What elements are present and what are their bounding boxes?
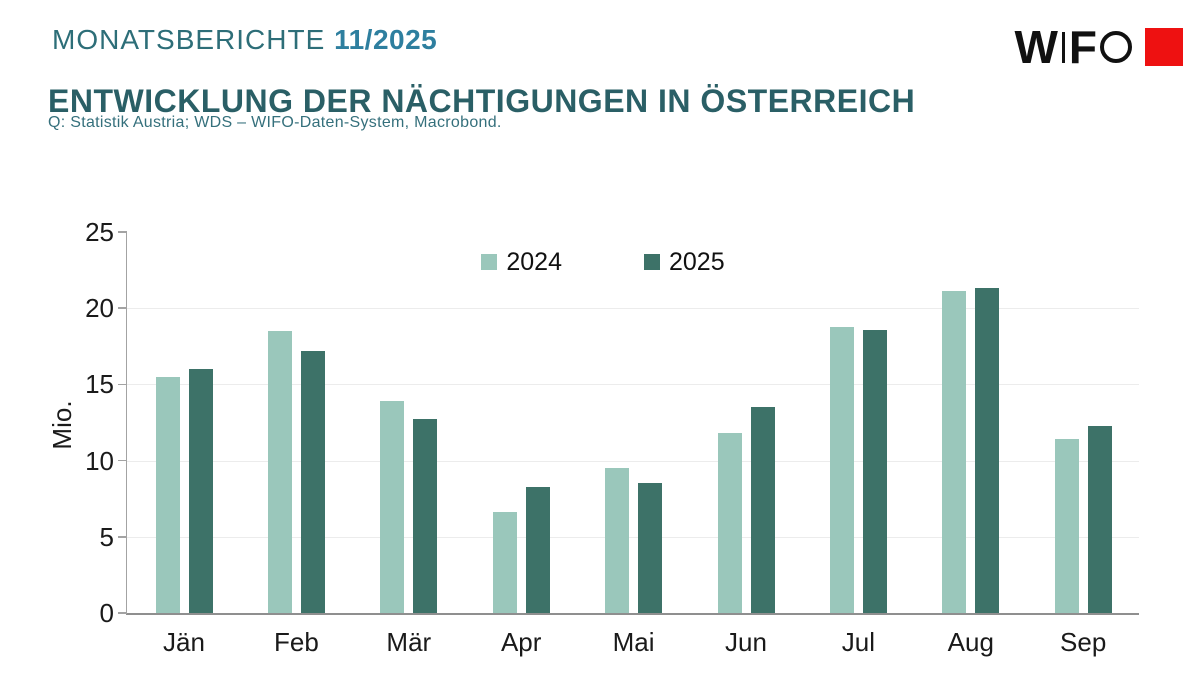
x-tick-label-mai: Mai <box>612 627 655 657</box>
y-tick-label-5: 5 <box>99 521 114 552</box>
legend-swatch-2025 <box>644 254 660 270</box>
gridline-5 <box>127 536 1139 538</box>
logo-letter-w: W <box>1014 21 1057 73</box>
bar-2024-jul <box>829 326 854 613</box>
x-tick-label-sep: Sep <box>1060 627 1107 657</box>
bar-2025-jul <box>862 329 887 613</box>
logo-divider-bar <box>1061 31 1065 63</box>
gridline-20 <box>127 308 1139 310</box>
y-tick-20 <box>118 307 127 309</box>
x-tick-label-jän: Jän <box>163 627 205 657</box>
bar-2025-mär <box>413 419 438 613</box>
logo-letter-f: F <box>1068 21 1097 73</box>
logo-circle-icon <box>1100 31 1132 63</box>
y-tick-label-0: 0 <box>99 598 114 628</box>
bar-2024-jun <box>717 433 742 613</box>
x-axis-line <box>125 613 1139 615</box>
x-tick-label-feb: Feb <box>273 627 319 657</box>
bar-2025-apr <box>525 486 550 613</box>
y-tick-15 <box>118 383 127 386</box>
page-title: ENTWICKLUNG DER NÄCHTIGUNGEN IN ÖSTERREI… <box>48 83 916 120</box>
y-tick-label-15: 15 <box>85 369 114 400</box>
nights-bar-chart: Mio. 2024 2025 0 5 10 15 20 25 Jän Feb Mär Apr Mai J… <box>47 217 1139 657</box>
kicker-label: MONATSBERICHTE <box>52 24 326 55</box>
bar-2024-aug <box>942 291 967 613</box>
bar-2024-jän <box>155 376 180 613</box>
bar-2024-sep <box>1054 439 1079 613</box>
legend-swatch-2024 <box>481 254 498 270</box>
logo-red-square <box>1145 28 1183 66</box>
bar-2024-mai <box>605 468 630 613</box>
legend-label-2025: 2025 <box>669 248 725 276</box>
issue-number: 11/2025 <box>334 24 438 55</box>
bar-2025-jän <box>188 369 213 613</box>
legend-item-2024: 2024 <box>481 249 562 275</box>
bar-2024-mär <box>380 401 405 613</box>
source-note: Q: Statistik Austria; WDS – WIFO-Daten-S… <box>48 114 502 131</box>
y-tick-label-20: 20 <box>85 293 114 324</box>
x-tick-label-jul: Jul <box>841 627 876 657</box>
y-tick-label-10: 10 <box>85 445 114 476</box>
gridline-10 <box>127 460 1139 462</box>
bar-2024-feb <box>267 331 292 613</box>
y-tick-10 <box>118 459 127 462</box>
x-tick-label-aug: Aug <box>947 627 994 657</box>
bar-2024-apr <box>492 512 517 613</box>
y-tick-0 <box>118 612 127 614</box>
x-tick-label-apr: Apr <box>500 627 542 657</box>
bar-2025-sep <box>1087 425 1112 613</box>
y-tick-label-25: 25 <box>85 217 114 247</box>
wifo-logo: W F <box>1014 21 1183 73</box>
y-tick-25 <box>118 231 127 233</box>
bar-2025-jun <box>750 407 775 613</box>
chart-legend: 2024 2025 <box>97 249 1109 275</box>
legend-item-2025: 2025 <box>644 249 725 275</box>
x-tick-label-mär: Mär <box>386 627 432 657</box>
y-axis-line <box>125 232 127 613</box>
report-kicker: MONATSBERICHTE 11/2025 <box>52 24 437 56</box>
bar-2025-mai <box>638 483 663 613</box>
bar-2025-aug <box>975 288 1000 613</box>
bar-2025-feb <box>300 350 325 613</box>
y-tick-5 <box>118 536 127 538</box>
x-tick-label-jun: Jun <box>725 627 767 657</box>
legend-label-2024: 2024 <box>506 248 562 276</box>
gridline-15 <box>127 384 1139 386</box>
